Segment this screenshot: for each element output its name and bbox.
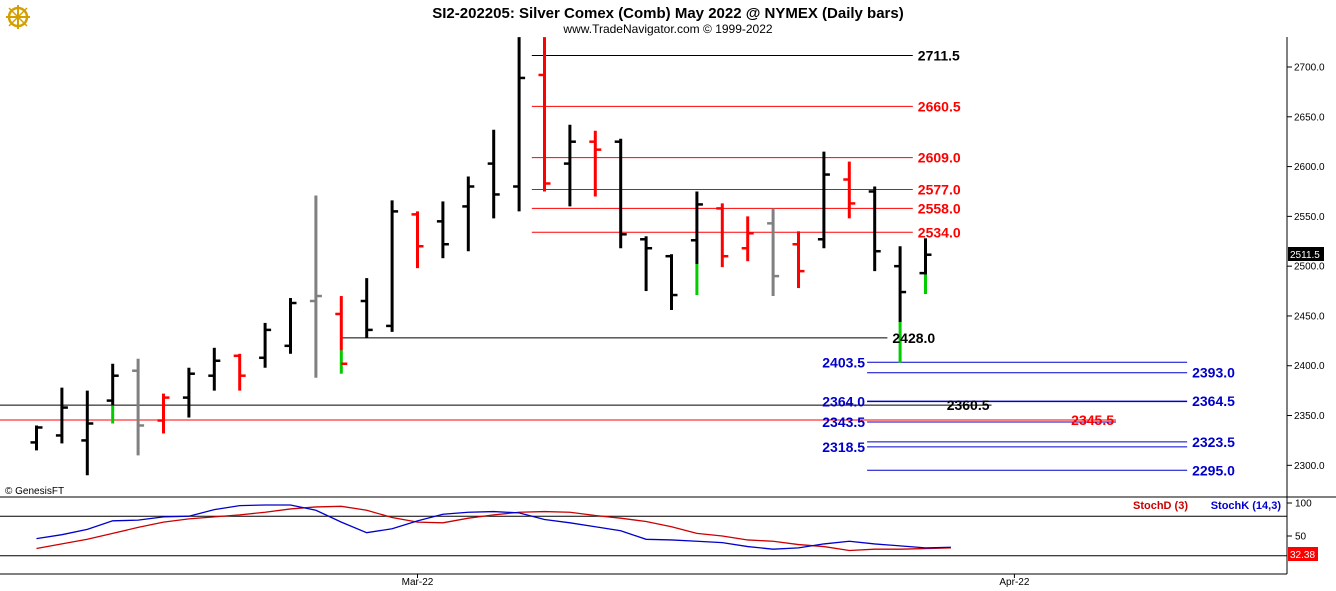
level-label: 2318.5	[822, 439, 865, 455]
price-axis: 2700.0 2650.0 2600.0 2550.0 2500.0 2450.0 2400…	[1287, 63, 1325, 472]
ohlc-bar	[792, 231, 805, 289]
ohlc-bar	[182, 367, 195, 418]
ohlc-bar	[233, 353, 246, 391]
level-label: 2711.5	[918, 48, 960, 64]
level-label: 2393.0	[1192, 365, 1235, 381]
level-label: 2364.0	[822, 394, 865, 410]
ohlc-bar	[30, 425, 43, 451]
level-label: 2364.5	[1192, 393, 1235, 409]
price-tick-label: 2300.0	[1294, 461, 1325, 472]
chart-title: SI2-202205: Silver Comex (Comb) May 2022…	[432, 5, 903, 22]
stoch-series-line	[36, 504, 951, 550]
ohlc-bar	[690, 191, 703, 296]
ohlc-bar	[919, 238, 932, 295]
price-tick-label: 2550.0	[1294, 212, 1325, 223]
stochastic-panel: 100 50	[0, 499, 1312, 557]
price-tick-label: 2650.0	[1294, 112, 1325, 123]
level-label: 2343.5	[822, 414, 865, 430]
ohlc-bar	[741, 216, 754, 262]
ohlc-bar	[436, 201, 449, 259]
level-label: 2403.5	[822, 354, 865, 370]
ohlc-bar	[309, 195, 322, 378]
ohlc-bars	[30, 37, 932, 476]
ohlc-bar	[106, 363, 119, 424]
ohlc-bar	[462, 176, 475, 252]
price-tick-label: 2400.0	[1294, 361, 1325, 372]
level-label: 2558.0	[918, 200, 961, 216]
time-tick-label: Apr-22	[999, 577, 1029, 588]
level-label: 2323.5	[1192, 434, 1235, 450]
ohlc-bar	[640, 236, 653, 292]
stoch-tick-label: 50	[1295, 532, 1307, 543]
ohlc-bar	[513, 37, 526, 212]
price-tick-label: 2350.0	[1294, 411, 1325, 422]
ohlc-bar	[55, 387, 68, 444]
last-price-marker: 2511.5	[1288, 247, 1324, 261]
header-logo-icon	[4, 3, 32, 31]
ohlc-bar	[614, 138, 627, 249]
price-tick-label: 2700.0	[1294, 63, 1325, 74]
level-label: 2577.0	[918, 181, 961, 197]
stoch-value-marker: 32.38	[1288, 547, 1318, 561]
level-label: 2345.5	[1071, 412, 1114, 428]
last-price-label: 2511.5	[1290, 250, 1320, 261]
time-axis: Mar-22 Apr-22	[402, 574, 1030, 588]
ohlc-bar	[716, 203, 729, 268]
watermark: © GenesisFT	[5, 486, 64, 497]
ohlc-bar	[589, 130, 602, 197]
level-label: 2534.0	[918, 224, 961, 240]
stoch-tick-label: 100	[1295, 499, 1312, 510]
ohlc-bar	[411, 211, 424, 269]
ohlc-bar	[767, 208, 780, 297]
chart-subtitle: www.TradeNavigator.com © 1999-2022	[562, 22, 772, 36]
ohlc-bar	[81, 390, 94, 476]
ohlc-bar	[817, 151, 830, 249]
stochd-legend: StochD (3)	[1133, 500, 1188, 512]
level-label: 2360.5	[947, 397, 990, 413]
ohlc-bar	[259, 322, 272, 368]
level-label: 2660.5	[918, 98, 961, 114]
ohlc-bar	[284, 298, 297, 354]
level-label: 2295.0	[1192, 462, 1235, 478]
stoch-value-label: 32.38	[1290, 550, 1315, 561]
level-labels: 2711.5 2660.5 2609.0 2577.0 2558.0 2534.0 2428…	[822, 48, 1235, 479]
ohlc-bar	[208, 347, 221, 391]
price-tick-label: 2450.0	[1294, 311, 1325, 322]
level-label: 2428.0	[892, 330, 935, 346]
stochk-legend: StochK (14,3)	[1211, 500, 1282, 512]
ohlc-bar	[360, 278, 373, 338]
ohlc-bar	[563, 124, 576, 207]
ohlc-bar	[157, 393, 170, 434]
ohlc-bar	[487, 129, 500, 219]
ohlc-bar	[868, 186, 881, 272]
ohlc-bar	[843, 161, 856, 219]
ohlc-bar	[335, 296, 348, 374]
level-label: 2609.0	[918, 150, 961, 166]
ohlc-bar	[132, 358, 145, 456]
ohlc-bar	[665, 254, 678, 310]
stoch-series-line	[36, 505, 951, 552]
ohlc-bar	[894, 246, 907, 363]
ohlc-bar	[386, 200, 399, 332]
price-tick-label: 2600.0	[1294, 162, 1325, 173]
price-tick-label: 2500.0	[1294, 262, 1325, 273]
ohlc-bar	[538, 37, 551, 192]
time-tick-label: Mar-22	[402, 577, 434, 588]
